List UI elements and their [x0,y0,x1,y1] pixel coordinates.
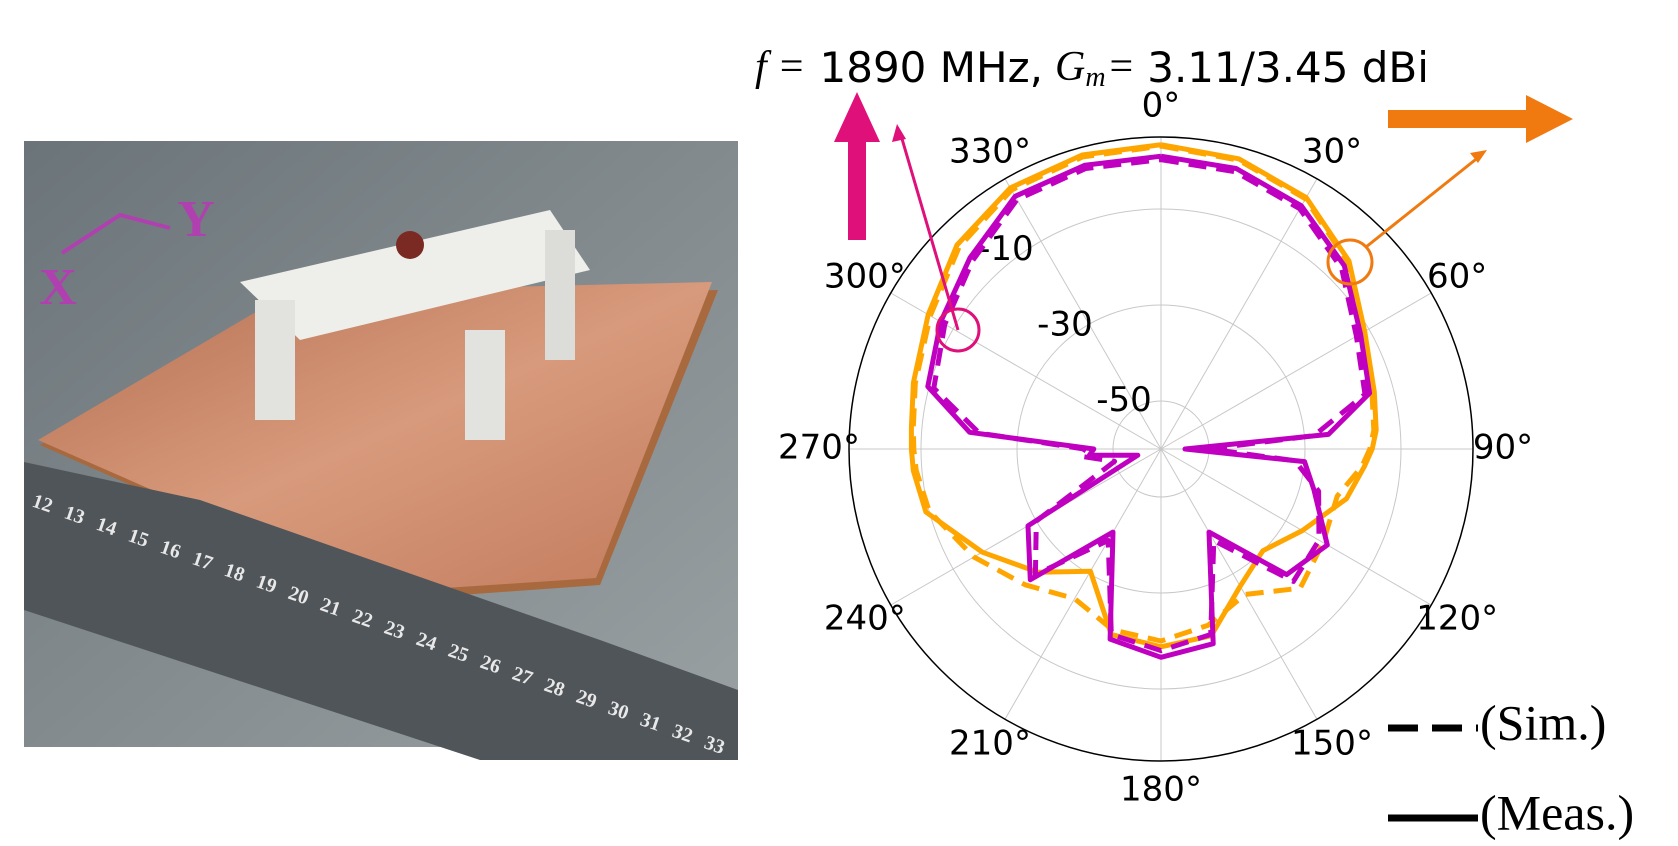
theta-tick-label: 120° [1416,599,1498,639]
theta-tick-label: 180° [1120,770,1202,810]
axis-label: Y [177,191,215,248]
theta-tick-label: 90° [1473,428,1533,468]
title-part: G [1055,44,1085,90]
post [545,230,575,360]
title-part: m [1085,62,1105,93]
pointer-head [892,124,906,142]
pointer [1366,156,1480,247]
legend-label: (Meas.) [1480,784,1634,840]
theta-tick-label: 0° [1142,86,1181,126]
figure: XY12131415161718192021222324252627282930… [0,0,1678,846]
spiral [396,231,424,259]
polarization-arrow [848,140,866,240]
polarization-arrow [1388,110,1528,128]
axis-label: X [39,259,77,316]
chart-title: f = 1890 MHz, Gm= 3.11/3.45 dBi [755,43,1429,94]
post [255,300,295,420]
theta-tick-label: 300° [824,257,906,297]
polar-chart: 0° 30° 60° 90° 120° 150° 180° 210° 240° 270° 300° 3… [755,43,1634,841]
title-part: f = [755,44,806,90]
grid-spoke [1161,293,1431,449]
theta-tick-label: 150° [1291,724,1373,764]
r-tick-label: -50 [1096,380,1152,420]
r-tick-label: -30 [1037,305,1093,345]
theta-tick-label: 330° [949,131,1031,171]
theta-tick-label: 60° [1427,257,1487,297]
grid-spoke [1161,179,1317,449]
theta-tick-label: 210° [949,724,1031,764]
polarization-arrow-head [1526,95,1573,143]
theta-tick-label: 240° [824,599,906,639]
title-part: 3.11/3.45 dBi [1147,43,1429,92]
annotations [834,92,1573,351]
theta-tick-label: 30° [1302,131,1362,171]
polarization-arrow-head [834,92,880,142]
post [465,330,505,440]
title-part: = [1110,44,1134,90]
theta-tick-label: 270° [778,428,860,468]
legend-label: (Sim.) [1480,694,1606,750]
title-part: 1890 MHz, [820,43,1043,92]
